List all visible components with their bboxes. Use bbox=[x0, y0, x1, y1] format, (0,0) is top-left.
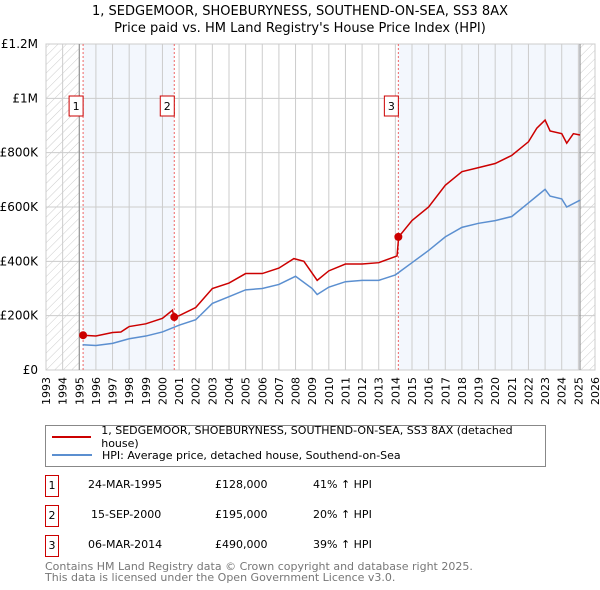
attribution: Contains HM Land Registry data © Crown c… bbox=[45, 561, 473, 583]
x-tick-label: 2019 bbox=[473, 377, 486, 405]
sale-date: 15-SEP-2000 bbox=[91, 508, 162, 521]
x-tick-label: 2013 bbox=[373, 377, 386, 405]
x-tick-label: 1999 bbox=[140, 377, 153, 405]
x-tick-label: 2014 bbox=[389, 377, 402, 405]
x-tick-label: 2023 bbox=[539, 377, 552, 405]
x-tick-label: 2007 bbox=[273, 377, 286, 405]
sale-point bbox=[79, 331, 88, 340]
x-tick-label: 2026 bbox=[589, 377, 600, 405]
sale-price: £128,000 bbox=[215, 478, 268, 491]
legend-label: HPI: Average price, detached house, Sout… bbox=[102, 448, 401, 462]
sale-label: 2 bbox=[164, 100, 171, 113]
x-tick-label: 2001 bbox=[173, 377, 186, 405]
x-tick-label: 2002 bbox=[190, 377, 203, 405]
sale-label-box bbox=[159, 95, 175, 117]
plot-area: 1993 1994 1995 1996 1997 1998 1999 2000 2001 2002… bbox=[0, 37, 600, 405]
sale-point bbox=[394, 232, 403, 241]
sale-hpi: 41% ↑ HPI bbox=[313, 478, 372, 491]
x-tick-label: 2004 bbox=[223, 377, 236, 405]
sale-marker: 3 bbox=[45, 535, 59, 557]
x-tick-label: 1995 bbox=[73, 377, 86, 405]
x-tick-label: 1994 bbox=[57, 377, 70, 405]
x-tick-label: 1998 bbox=[123, 377, 136, 405]
price-paid-line bbox=[82, 118, 581, 337]
x-tick-label: 2024 bbox=[556, 377, 569, 405]
sale-hpi: 39% ↑ HPI bbox=[313, 538, 372, 551]
y-tick-label: £0 bbox=[23, 363, 38, 377]
sale-label-box bbox=[383, 95, 399, 117]
sale-date: 24-MAR-1995 bbox=[88, 478, 163, 491]
x-tick-label: 1993 bbox=[40, 377, 53, 405]
x-tick-label: 2022 bbox=[522, 377, 535, 405]
attribution-line: This data is licensed under the Open Gov… bbox=[45, 571, 396, 584]
x-tick-label: 2003 bbox=[206, 377, 219, 405]
sale-date: 06-MAR-2014 bbox=[88, 538, 163, 551]
x-tick-label: 2010 bbox=[323, 377, 336, 405]
x-tick-label: 2009 bbox=[306, 377, 319, 405]
x-tick-label: 1997 bbox=[107, 377, 120, 405]
x-tick-label: 2021 bbox=[506, 377, 519, 405]
x-tick-label: 2006 bbox=[256, 377, 269, 405]
x-tick-label: 2008 bbox=[290, 377, 303, 405]
y-tick-label: £1M bbox=[12, 91, 38, 105]
x-tick-label: 2011 bbox=[339, 377, 352, 405]
sale-price: £195,000 bbox=[215, 508, 268, 521]
x-tick-label: 2012 bbox=[356, 377, 369, 405]
x-tick-label: 2000 bbox=[156, 377, 169, 405]
sale-point bbox=[170, 313, 179, 322]
y-tick-label: £600K bbox=[0, 200, 39, 214]
attribution-line: Contains HM Land Registry data © Crown c… bbox=[45, 560, 473, 573]
y-tick-label: £400K bbox=[0, 254, 39, 268]
sale-price: £490,000 bbox=[215, 538, 268, 551]
sale-label: 1 bbox=[73, 100, 80, 113]
chart-title: 1, SEDGEMOOR, SHOEBURYNESS, SOUTHEND-ON-… bbox=[92, 4, 508, 19]
x-tick-label: 2005 bbox=[240, 377, 253, 405]
sale-row: 1 24-MAR-1995 £128,000 41% ↑ HPI bbox=[45, 475, 445, 497]
legend-item-hpi: HPI: Average price, detached house, Sout… bbox=[46, 447, 401, 463]
legend: 1, SEDGEMOOR, SHOEBURYNESS, SOUTHEND-ON-… bbox=[45, 424, 546, 467]
plot-border bbox=[45, 43, 596, 371]
x-tick-label: 2025 bbox=[572, 377, 585, 405]
hpi-line bbox=[82, 188, 581, 347]
legend-label: 1, SEDGEMOOR, SHOEBURYNESS, SOUTHEND-ON-… bbox=[101, 424, 513, 450]
x-tick-label: 2016 bbox=[423, 377, 436, 405]
sale-label-box bbox=[68, 95, 84, 117]
sale-marker: 2 bbox=[45, 505, 59, 527]
y-tick-label: £800K bbox=[0, 146, 39, 160]
sale-hpi: 20% ↑ HPI bbox=[313, 508, 372, 521]
sale-marker: 1 bbox=[45, 475, 59, 497]
y-tick-label: £200K bbox=[0, 309, 39, 323]
x-tick-label: 2017 bbox=[439, 377, 452, 405]
x-tick-label: 2015 bbox=[406, 377, 419, 405]
legend-item-property: 1, SEDGEMOOR, SHOEBURYNESS, SOUTHEND-ON-… bbox=[46, 424, 545, 450]
x-tick-label: 2018 bbox=[456, 377, 469, 405]
sale-label: 3 bbox=[388, 100, 395, 113]
sale-row: 3 06-MAR-2014 £490,000 39% ↑ HPI bbox=[45, 535, 445, 557]
y-tick-label: £1.2M bbox=[1, 37, 38, 51]
sale-row: 2 15-SEP-2000 £195,000 20% ↑ HPI bbox=[45, 505, 445, 527]
x-tick-label: 1996 bbox=[90, 377, 103, 405]
x-tick-label: 2020 bbox=[489, 377, 502, 405]
chart-subtitle: Price paid vs. HM Land Registry's House … bbox=[114, 21, 486, 36]
